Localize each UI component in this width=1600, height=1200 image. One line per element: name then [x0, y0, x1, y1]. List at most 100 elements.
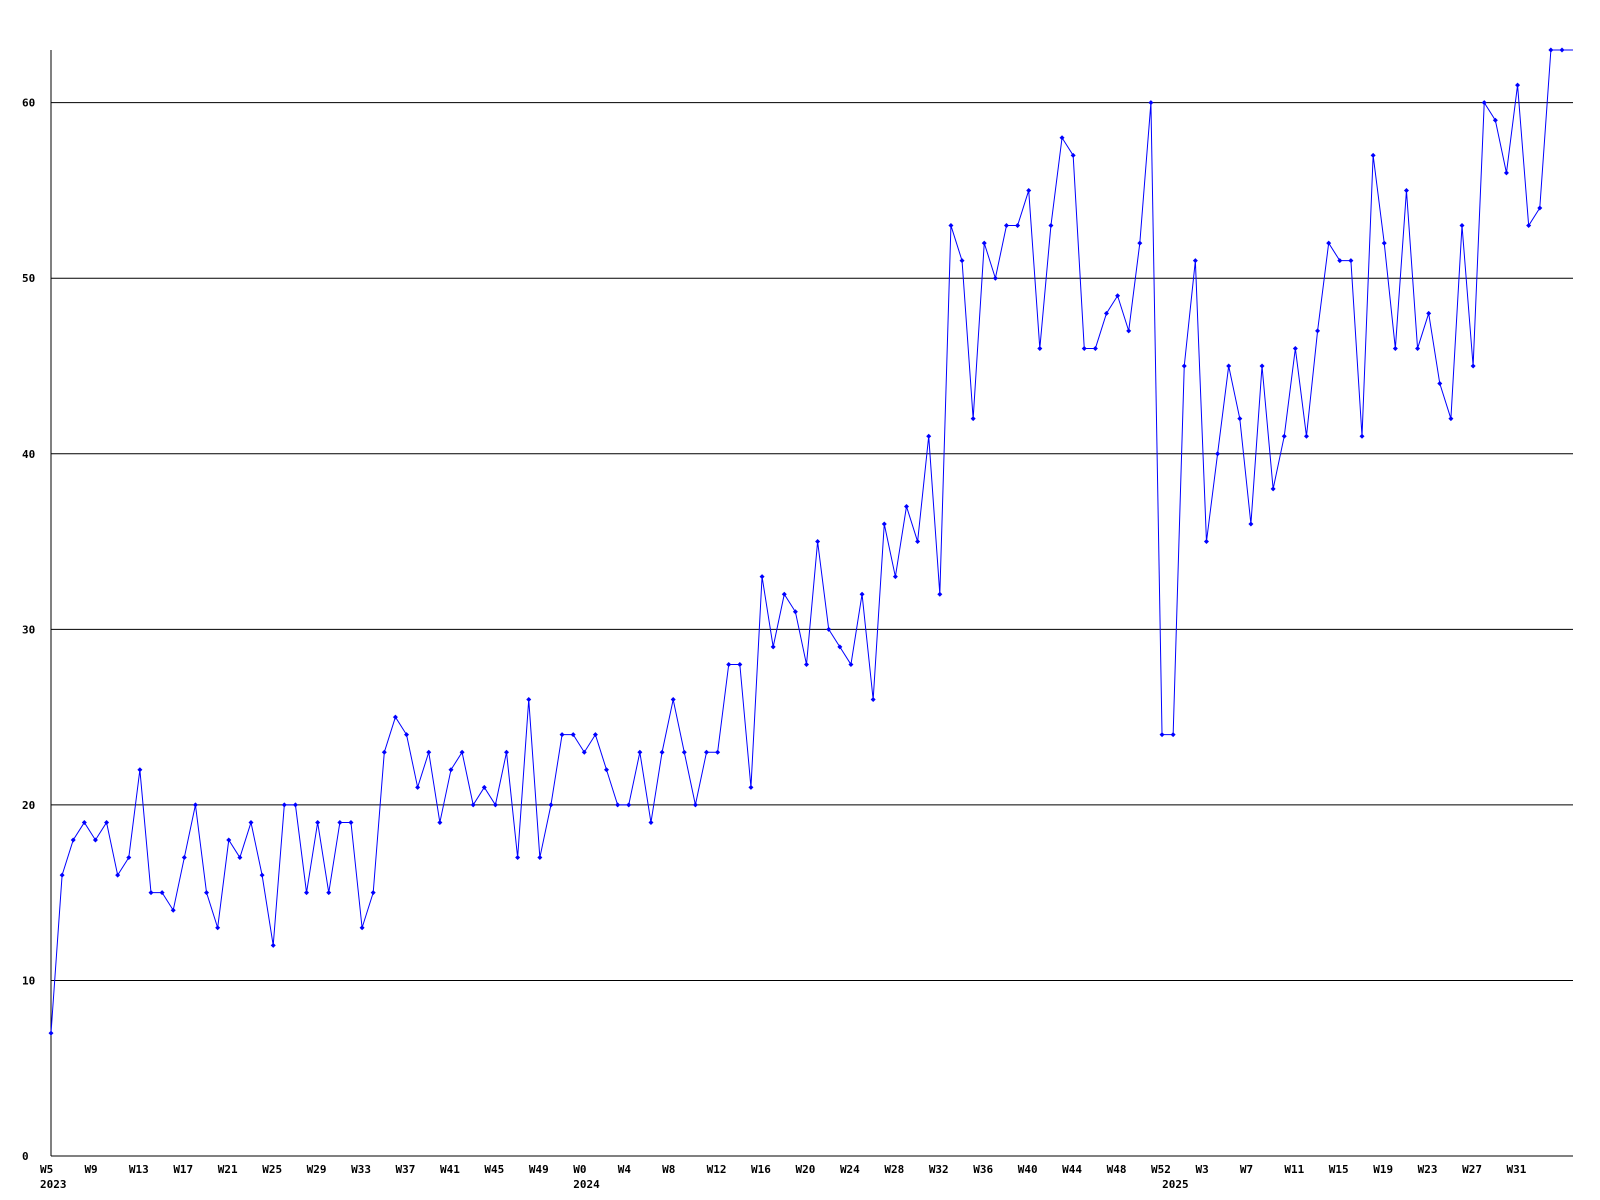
x-tick-label: W49 [529, 1163, 549, 1176]
x-tick-label: W27 [1462, 1163, 1482, 1176]
data-point [437, 819, 443, 825]
year-label: 2024 [573, 1178, 600, 1191]
data-point [370, 890, 376, 896]
data-point [559, 732, 565, 738]
data-point [581, 749, 587, 755]
y-tick-label: 20 [22, 799, 35, 812]
data-point [804, 661, 809, 667]
data-point [215, 925, 221, 931]
x-tick-label: W33 [351, 1163, 371, 1176]
data-point [392, 714, 398, 720]
data-point [1315, 328, 1321, 334]
data-point [181, 855, 187, 861]
data-point [1337, 258, 1343, 264]
data-point [592, 732, 598, 738]
data-point [1059, 135, 1065, 141]
data-point [1048, 223, 1054, 229]
data-point [837, 644, 843, 650]
data-point [1081, 345, 1087, 351]
data-point [504, 749, 510, 755]
data-point [1203, 539, 1209, 545]
x-tick-label: W8 [662, 1163, 675, 1176]
data-point [948, 223, 954, 229]
x-tick-label: W24 [840, 1163, 860, 1176]
y-tick-label: 10 [22, 974, 35, 987]
x-tick-label: W44 [1062, 1163, 1082, 1176]
data-point [1448, 416, 1454, 422]
data-point [1415, 345, 1421, 351]
data-point [1370, 152, 1376, 158]
data-point [404, 732, 410, 738]
data-point [1492, 117, 1498, 123]
data-point [1259, 363, 1265, 369]
data-point [1437, 381, 1443, 387]
x-tick-label: W19 [1373, 1163, 1393, 1176]
data-point [1537, 205, 1543, 211]
data-point [1248, 521, 1254, 527]
data-point [615, 802, 621, 808]
x-tick-label: W16 [751, 1163, 771, 1176]
data-point [859, 591, 865, 597]
data-point [1215, 451, 1221, 457]
data-point [1192, 258, 1198, 264]
data-point [515, 855, 521, 861]
data-point [770, 644, 776, 650]
data-point [1092, 345, 1098, 351]
data-point [259, 872, 265, 878]
y-tick-label: 50 [22, 272, 35, 285]
data-point [348, 819, 354, 825]
data-point [1070, 152, 1076, 158]
data-point [1026, 187, 1032, 193]
x-tick-label: W29 [307, 1163, 327, 1176]
data-point [704, 749, 710, 755]
data-point [1159, 732, 1165, 738]
data-point [1470, 363, 1476, 369]
x-tick-label: W20 [796, 1163, 816, 1176]
data-point [1237, 416, 1243, 422]
data-point [470, 802, 476, 808]
data-point [459, 749, 465, 755]
data-point [692, 802, 698, 808]
data-point [1459, 223, 1465, 229]
data-point [881, 521, 887, 527]
data-point [426, 749, 432, 755]
data-point [326, 890, 332, 896]
data-point [937, 591, 943, 597]
data-point [870, 697, 876, 703]
data-point [481, 784, 487, 790]
data-point [659, 749, 665, 755]
data-point [1103, 310, 1109, 316]
x-tick-label: W4 [618, 1163, 632, 1176]
data-point [492, 802, 498, 808]
data-point [1548, 47, 1554, 53]
data-point [992, 275, 998, 281]
data-point [170, 907, 176, 913]
y-tick-label: 30 [22, 623, 35, 636]
x-tick-label: W23 [1418, 1163, 1438, 1176]
x-tick-label: W11 [1284, 1163, 1304, 1176]
data-point [604, 767, 610, 773]
data-point [292, 802, 298, 808]
data-point [1292, 345, 1298, 351]
x-tick-label: W31 [1507, 1163, 1527, 1176]
x-tick-label: W28 [884, 1163, 904, 1176]
data-point [1526, 223, 1532, 229]
data-point [792, 609, 798, 615]
data-point [526, 697, 532, 703]
data-point [304, 890, 310, 896]
x-tick-label: W3 [1195, 1163, 1208, 1176]
x-tick-label: W25 [262, 1163, 282, 1176]
data-point [1126, 328, 1132, 334]
data-point [448, 767, 454, 773]
y-tick-label: 60 [22, 97, 35, 110]
data-point [1181, 363, 1187, 369]
x-tick-label: W5 [40, 1163, 53, 1176]
data-point [1303, 433, 1309, 439]
data-point [192, 802, 198, 808]
data-point [337, 819, 343, 825]
data-point [981, 240, 987, 246]
data-point [1359, 433, 1365, 439]
y-tick-label: 0 [22, 1150, 29, 1163]
data-point [48, 1030, 54, 1036]
data-point [715, 749, 721, 755]
